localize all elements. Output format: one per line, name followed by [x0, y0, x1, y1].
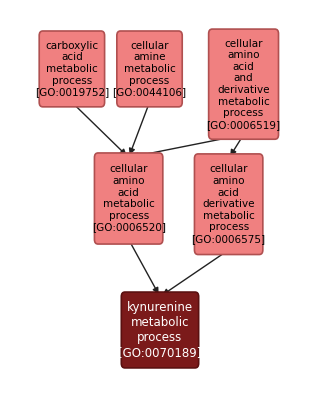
Text: cellular
amino
acid
metabolic
process
[GO:0006520]: cellular amino acid metabolic process [G…	[92, 164, 166, 233]
Text: cellular
amine
metabolic
process
[GO:0044106]: cellular amine metabolic process [GO:004…	[113, 41, 187, 97]
FancyBboxPatch shape	[121, 292, 199, 368]
Text: carboxylic
acid
metabolic
process
[GO:0019752]: carboxylic acid metabolic process [GO:00…	[35, 41, 109, 97]
Text: cellular
amino
acid
and
derivative
metabolic
process
[GO:0006519]: cellular amino acid and derivative metab…	[207, 39, 281, 130]
Text: cellular
amino
acid
derivative
metabolic
process
[GO:0006575]: cellular amino acid derivative metabolic…	[192, 164, 266, 244]
FancyBboxPatch shape	[117, 31, 182, 107]
FancyBboxPatch shape	[194, 154, 263, 254]
FancyBboxPatch shape	[209, 29, 279, 139]
FancyBboxPatch shape	[95, 153, 163, 244]
Text: kynurenine
metabolic
process
[GO:0070189]: kynurenine metabolic process [GO:0070189…	[118, 301, 202, 359]
FancyBboxPatch shape	[39, 31, 104, 107]
